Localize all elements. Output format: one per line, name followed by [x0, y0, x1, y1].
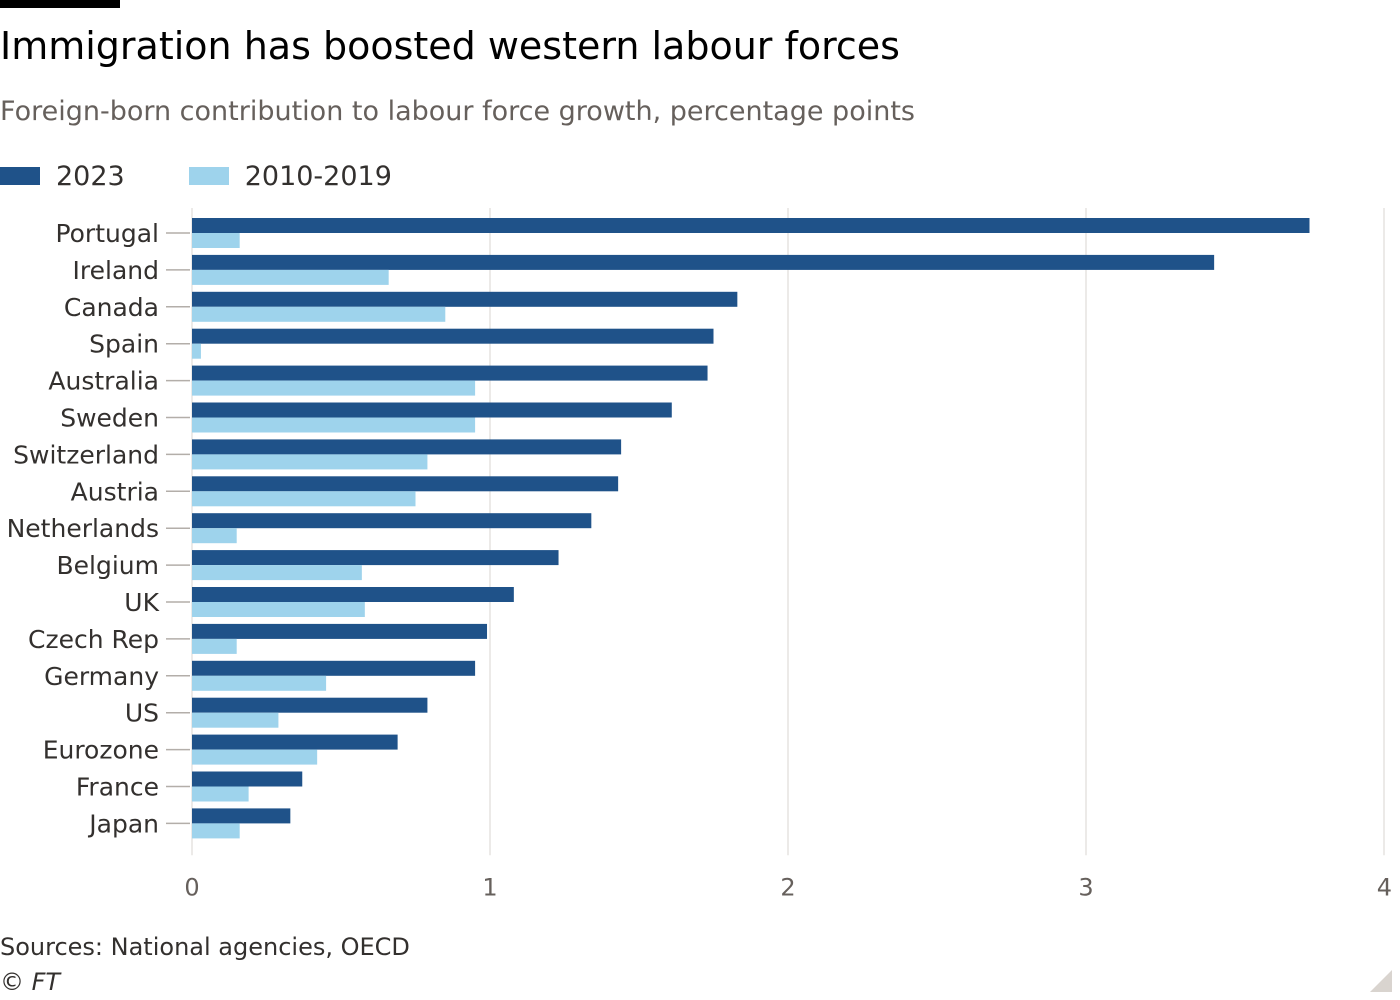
bar-austria-2023: [192, 476, 619, 492]
bar-netherlands-2023: [192, 513, 592, 529]
bar-chart: Portugal Ireland Canada Spain Australia Swede…: [7, 208, 1392, 900]
x-tick-label-0: 0: [184, 873, 199, 900]
legend: 2023 2010-2019: [0, 158, 456, 194]
bar-spain-2010-2019: [192, 343, 201, 359]
legend-item-2023: 2023: [0, 161, 125, 192]
category-label-netherlands: Netherlands: [7, 514, 159, 543]
category-label-czech-rep: Czech Rep: [28, 625, 159, 654]
bar-portugal-2023: [192, 218, 1310, 233]
bar-spain-2023: [192, 328, 714, 344]
bar-australia-2010-2019: [192, 380, 476, 396]
bar-canada-2023: [192, 291, 738, 307]
legend-swatch-2010-2019: [188, 167, 229, 185]
bar-portugal-2010-2019: [192, 233, 240, 248]
bar-australia-2023: [192, 365, 708, 381]
category-label-ireland: Ireland: [73, 256, 159, 285]
category-label-us: US: [125, 699, 159, 728]
bar-ireland-2010-2019: [192, 269, 389, 285]
bar-germany-2023: [192, 660, 476, 676]
bar-czech-rep-2023: [192, 623, 488, 639]
bar-japan-2023: [192, 808, 291, 824]
x-axis: 0 1 2 3 4: [184, 873, 1392, 900]
legend-swatch-2023: [0, 167, 40, 185]
category-label-japan: Japan: [87, 809, 159, 838]
bar-sweden-2010-2019: [192, 417, 476, 433]
bar-austria-2010-2019: [192, 491, 416, 507]
category-label-portugal: Portugal: [55, 219, 159, 248]
legend-label-2023: 2023: [56, 160, 125, 192]
bar-us-2010-2019: [192, 712, 279, 728]
bar-netherlands-2010-2019: [192, 528, 237, 544]
bar-japan-2010-2019: [192, 823, 240, 839]
category-label-france: France: [76, 773, 159, 802]
x-tick-label-4: 4: [1377, 873, 1392, 900]
bar-uk-2023: [192, 587, 514, 602]
bars: [192, 218, 1310, 839]
source-note: Sources: National agencies, OECD: [0, 933, 410, 961]
bar-france-2010-2019: [192, 786, 249, 802]
copyright-note: © FT: [0, 968, 61, 996]
bar-belgium-2023: [192, 550, 559, 566]
bar-czech-rep-2010-2019: [192, 638, 237, 654]
category-label-canada: Canada: [64, 293, 159, 322]
bar-uk-2010-2019: [192, 602, 365, 617]
bar-eurozone-2010-2019: [192, 749, 318, 765]
bar-germany-2010-2019: [192, 675, 327, 691]
x-tick-label-1: 1: [482, 873, 497, 900]
bar-france-2023: [192, 771, 303, 787]
top-rule: [0, 0, 120, 8]
bar-sweden-2023: [192, 402, 672, 418]
category-label-germany: Germany: [44, 662, 159, 691]
bar-switzerland-2010-2019: [192, 454, 428, 470]
bar-switzerland-2023: [192, 439, 622, 455]
bar-us-2023: [192, 697, 428, 713]
bar-ireland-2023: [192, 254, 1215, 270]
legend-item-2010-2019: 2010-2019: [188, 160, 392, 192]
x-tick-label-3: 3: [1078, 873, 1093, 900]
category-label-eurozone: Eurozone: [43, 736, 159, 765]
chart-title: Immigration has boosted western labour f…: [0, 24, 900, 68]
corner-mark: [1370, 970, 1392, 992]
category-label-australia: Australia: [48, 367, 159, 396]
category-label-belgium: Belgium: [57, 551, 160, 580]
category-labels: Portugal Ireland Canada Spain Australia Swede…: [7, 219, 190, 838]
category-label-spain: Spain: [89, 330, 159, 359]
category-label-austria: Austria: [71, 477, 159, 506]
bar-canada-2010-2019: [192, 306, 446, 322]
legend-label-2010-2019: 2010-2019: [244, 160, 392, 192]
category-label-switzerland: Switzerland: [13, 440, 159, 469]
bar-eurozone-2023: [192, 734, 398, 750]
x-tick-label-2: 2: [780, 873, 795, 900]
chart-subtitle: Foreign-born contribution to labour forc…: [0, 96, 915, 127]
bar-belgium-2010-2019: [192, 565, 362, 581]
category-label-sweden: Sweden: [60, 404, 159, 433]
category-label-uk: UK: [124, 588, 159, 617]
